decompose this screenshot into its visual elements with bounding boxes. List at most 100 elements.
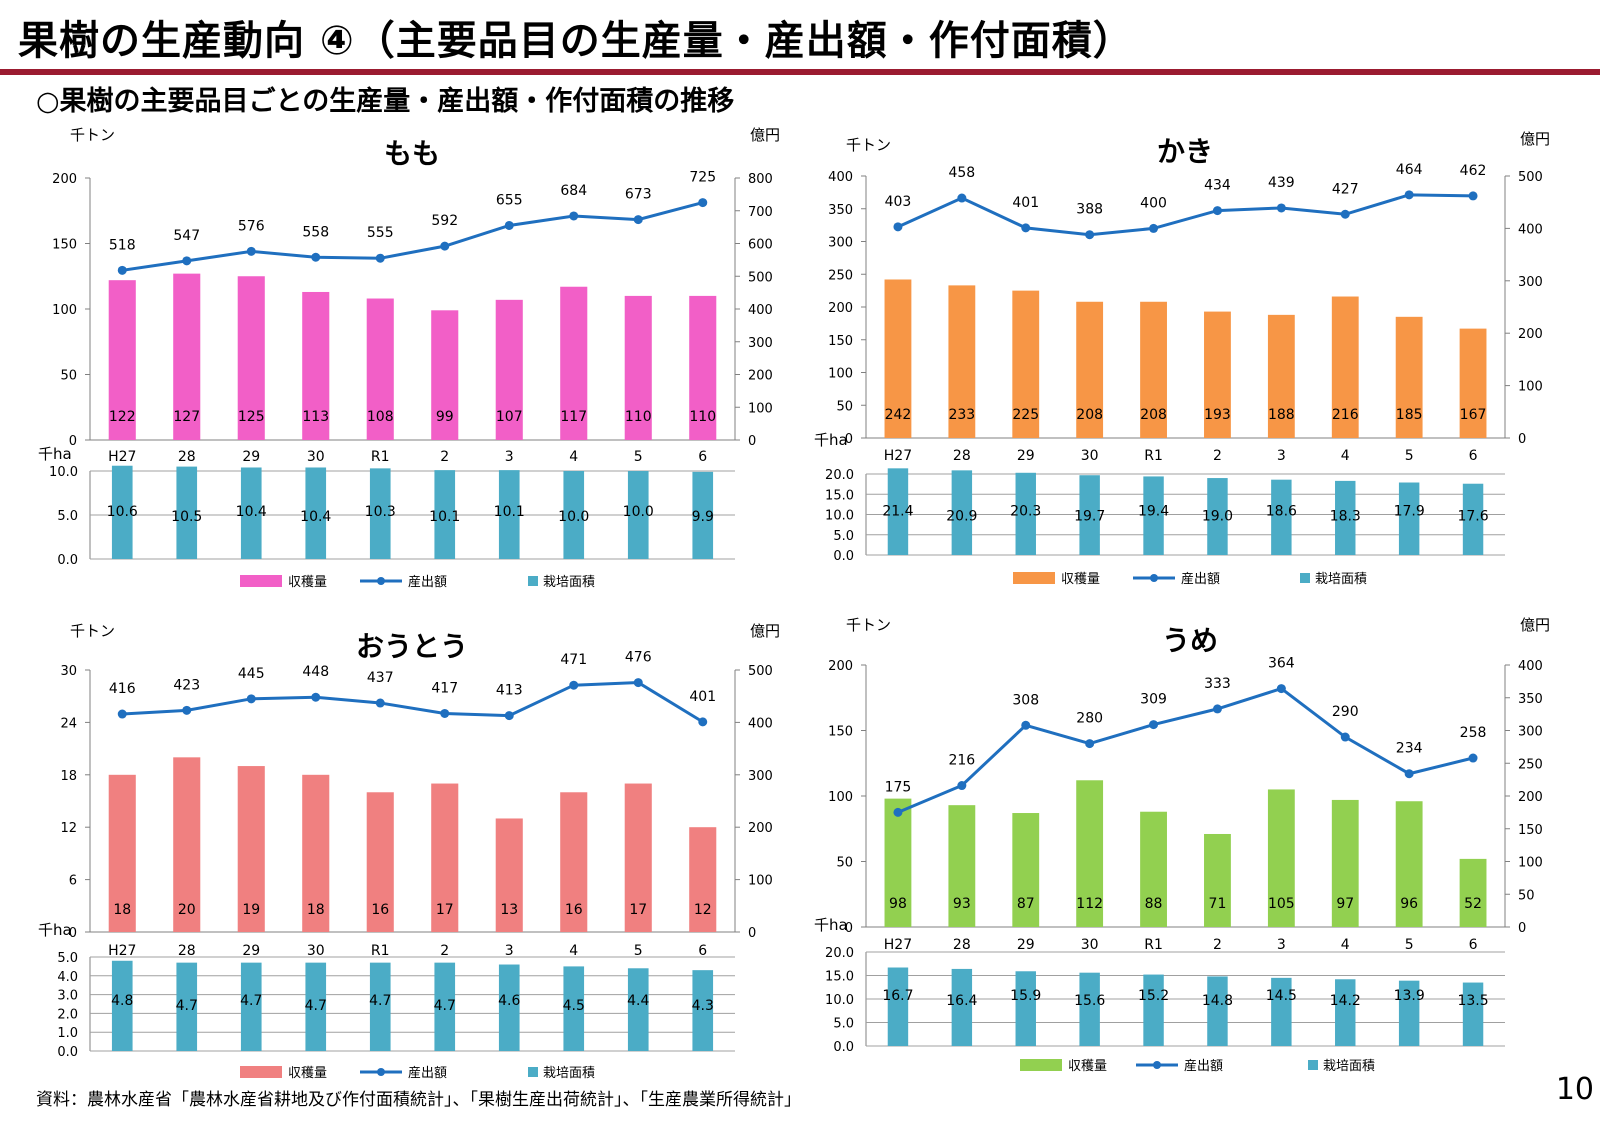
chart-2-right-tick-label: 200 (1518, 327, 1543, 342)
chart-4-category-label: H27 (884, 937, 912, 953)
chart-4-area-unit: 千ha (814, 916, 848, 934)
chart-1-output-label: 555 (367, 225, 394, 241)
chart-3-area-label: 4.7 (305, 998, 327, 1014)
chart-2-legend-harvest-label: 収穫量 (1061, 572, 1100, 587)
chart-1-output-label: 576 (238, 218, 265, 234)
chart-4-harvest-bar (1267, 789, 1295, 927)
chart-2-area-tick-label: 15.0 (825, 488, 854, 503)
chart-4-output-point (893, 807, 903, 817)
chart-4-harvest-label: 52 (1464, 896, 1482, 912)
chart-3-output-point (117, 709, 127, 719)
chart-2-harvest-label: 233 (948, 407, 975, 423)
chart-1-category-label: H27 (108, 449, 136, 465)
page-subtitle: ○果樹の主要品目ごとの生産量・産出額・作付面積の推移 (36, 86, 735, 117)
chart-2-category-label: 4 (1341, 448, 1350, 464)
chart-4-right-tick-label: 300 (1518, 725, 1543, 740)
chart-1-output-label: 547 (173, 228, 200, 244)
chart-2-right-tick-label: 300 (1518, 275, 1543, 290)
chart-2-output-label: 439 (1268, 175, 1295, 191)
chart-4-right-tick-label: 100 (1518, 856, 1543, 871)
chart-3-harvest-label: 16 (565, 902, 583, 918)
chart-1-legend-area-label: 栽培面積 (543, 574, 595, 590)
chart-3-harvest-bar (431, 783, 459, 932)
chart-4-area-label: 16.4 (946, 993, 977, 1009)
chart-1-left-unit: 千トン (70, 126, 115, 144)
chart-1-area-label: 10.6 (107, 504, 138, 520)
chart-3-output-label: 448 (302, 664, 329, 680)
chart-4-area-bar (1079, 972, 1100, 1046)
chart-3-area-bar (627, 968, 649, 1051)
chart-2-harvest-label: 208 (1140, 407, 1167, 423)
chart-1-area-bar (498, 470, 520, 559)
chart-2-area-label: 20.3 (1010, 504, 1041, 520)
chart-1-area-label: 10.4 (236, 504, 267, 520)
chart-2-right-tick-label: 0 (1518, 432, 1526, 447)
chart-1-legend-harvest-label: 収穫量 (288, 575, 327, 590)
chart-4-output-point (1468, 753, 1478, 763)
chart-4-output-label: 216 (948, 753, 975, 769)
chart-2-output-label: 434 (1204, 178, 1231, 194)
chart-3-right-tick-label: 300 (748, 769, 773, 784)
chart-2-left-tick-label: 200 (828, 301, 853, 316)
chart-1-legend-output-label: 産出額 (408, 574, 447, 590)
chart-2-area-tick-label: 0.0 (833, 549, 854, 564)
chart-3-category-label: 29 (242, 943, 260, 959)
chart-3-category-label: R1 (371, 943, 390, 959)
chart-2-category-label: 29 (1017, 448, 1035, 464)
chart-3-left-tick-label: 6 (69, 874, 77, 889)
page-title: 果樹の生産動向 ④（主要品目の生産量・産出額・作付面積） (18, 18, 1134, 64)
chart-4-category-label: 29 (1017, 937, 1035, 953)
chart-1-legend-harvest-swatch (240, 575, 282, 587)
chart-2-output-point (957, 193, 967, 203)
chart-2-harvest-bar (1267, 314, 1295, 438)
chart-1-area-tick-label: 10.0 (49, 465, 78, 480)
chart-1-output-point (375, 253, 385, 263)
chart-3-output-label: 423 (173, 677, 200, 693)
chart-1-right-tick-label: 500 (748, 270, 773, 285)
chart-1-harvest-bar (173, 273, 201, 440)
chart-2-left-tick-label: 300 (828, 236, 853, 251)
chart-3-right-tick-label: 100 (748, 874, 773, 889)
chart-2-output-point (1085, 230, 1095, 240)
chart-4-harvest-label: 97 (1336, 896, 1354, 912)
chart-1-output-label: 673 (625, 187, 652, 203)
chart-2-area-bar (1398, 482, 1420, 555)
chart-1-title: もも (384, 137, 440, 170)
chart-3-output-point (375, 698, 385, 708)
chart-4-area-bar (887, 967, 909, 1046)
chart-1-area-label: 10.1 (494, 504, 525, 520)
chart-3-legend-area-label: 栽培面積 (543, 1065, 595, 1081)
chart-1-output-point (440, 241, 450, 251)
chart-2-category-label: 30 (1081, 448, 1099, 464)
chart-4-area-label: 16.7 (882, 988, 913, 1004)
chart-4-area-tick-label: 20.0 (825, 946, 854, 961)
chart-3-area-tick-label: 0.0 (57, 1045, 78, 1060)
chart-1-left-tick-label: 0 (69, 434, 77, 449)
chart-2-category-label: 5 (1405, 448, 1414, 464)
chart-4-harvest-label: 105 (1268, 896, 1295, 912)
chart-2-title: かき (1157, 135, 1213, 168)
chart-4-right-tick-label: 50 (1518, 888, 1535, 903)
chart-1-harvest-label: 122 (109, 409, 136, 425)
chart-2-left-tick-label: 50 (836, 399, 853, 414)
chart-2-area-bar (951, 470, 973, 555)
chart-1-area-bar (434, 470, 456, 559)
chart-3-area-tick-label: 2.0 (57, 1007, 78, 1022)
chart-3-area-label: 4.5 (563, 998, 585, 1014)
chart-2-area-unit: 千ha (814, 431, 848, 449)
chart-3-output-label: 445 (238, 666, 265, 682)
chart-3-harvest-label: 17 (629, 902, 647, 918)
chart-1-left-tick-label: 50 (60, 369, 77, 384)
chart-3-output-label: 471 (560, 652, 587, 668)
chart-4-harvest-bar (1012, 813, 1040, 927)
chart-2-output-label: 462 (1460, 163, 1487, 179)
chart-2-area-label: 18.6 (1266, 504, 1297, 520)
chart-3-harvest-label: 17 (436, 902, 454, 918)
chart-4-category-label: 5 (1405, 937, 1414, 953)
chart-4-area-bar (1207, 976, 1228, 1046)
chart-4-harvest-label: 71 (1209, 896, 1227, 912)
chart-3-left-tick-label: 24 (60, 716, 77, 731)
chart-3-category-label: 3 (505, 943, 514, 959)
chart-3-area-label: 4.4 (627, 993, 649, 1009)
chart-2-output-label: 400 (1140, 195, 1167, 211)
